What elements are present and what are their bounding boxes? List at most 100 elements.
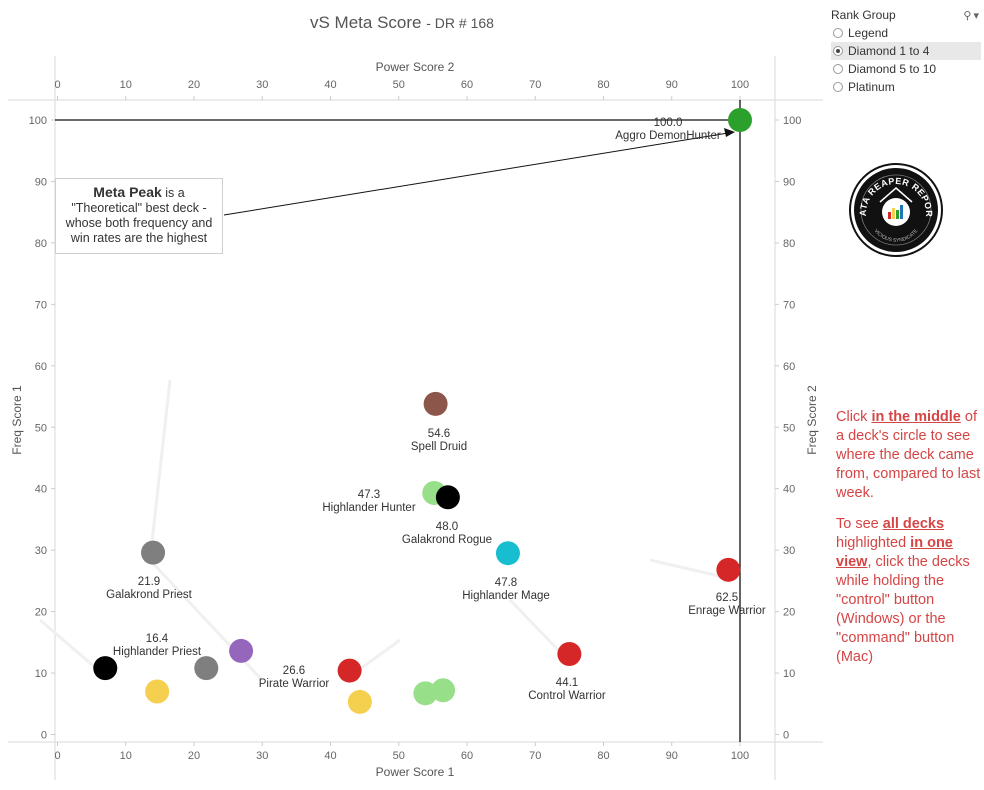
deck-point-4[interactable] <box>495 541 520 566</box>
deck-value-label: 48.0 <box>436 521 458 533</box>
y-tick-label-left: 90 <box>35 176 47 188</box>
y-tick-label-left: 30 <box>35 545 47 557</box>
deck-point-0[interactable] <box>728 108 752 132</box>
deck-point-7[interactable] <box>229 638 254 663</box>
radio-icon[interactable] <box>833 28 843 38</box>
deck-point-10[interactable] <box>557 642 582 667</box>
y-tick-label-right: 50 <box>783 422 795 434</box>
x-tick-label-bottom: 30 <box>256 750 268 762</box>
y-tick-label-right: 60 <box>783 361 795 373</box>
deck-point-1[interactable] <box>423 391 448 416</box>
deck-value-label: 62.5 <box>716 592 738 604</box>
x-tick-label-bottom: 70 <box>529 750 541 762</box>
left-y-axis-title: Freq Score 1 <box>10 385 24 455</box>
deck-point-14[interactable] <box>413 681 438 706</box>
x-tick-label-bottom: 20 <box>188 750 200 762</box>
x-tick-label-top: 50 <box>393 79 405 91</box>
callout-line1: is a <box>161 186 185 200</box>
x-tick-label-bottom: 100 <box>731 750 749 762</box>
deck-name-label: Galakrond Rogue <box>402 534 492 546</box>
deck-name-label: Pirate Warrior <box>259 678 330 690</box>
deck-name-label: Enrage Warrior <box>688 605 766 617</box>
deck-point-11[interactable] <box>337 658 362 683</box>
deck-value-label: 44.1 <box>556 677 578 689</box>
callout-line4: win rates are the highest <box>70 231 208 245</box>
meta-peak-callout: Meta Peak is a "Theoretical" best deck -… <box>55 178 223 254</box>
y-tick-label-right: 20 <box>783 607 795 619</box>
y-tick-label-right: 90 <box>783 176 795 188</box>
deck-value-label: 16.4 <box>146 633 169 645</box>
movement-trail <box>649 558 729 580</box>
deck-name-label: Highlander Hunter <box>322 502 416 514</box>
x-tick-label-top: 100 <box>731 79 749 91</box>
rank-option-0[interactable]: Legend <box>831 24 981 42</box>
deck-point-8[interactable] <box>194 656 219 681</box>
instructions-panel: Click in the middle of a deck's circle t… <box>836 408 981 679</box>
x-tick-label-top: 20 <box>188 79 200 91</box>
rank-group-filter: Rank Group ⚲▾ Legend Diamond 1 to 4 Diamon… <box>831 6 981 96</box>
y-tick-label-right: 80 <box>783 238 795 250</box>
deck-name-label: Highlander Mage <box>462 590 550 602</box>
deck-point-3[interactable] <box>435 485 460 510</box>
radio-icon[interactable] <box>833 82 843 92</box>
chart-title: vS Meta Score - DR # 168 <box>310 13 494 32</box>
movement-trail <box>39 618 105 677</box>
x-tick-label-bottom: 10 <box>120 750 132 762</box>
deck-point-13[interactable] <box>347 689 372 714</box>
callout-line2: "Theoretical" best deck - <box>71 201 207 215</box>
deck-point-9[interactable] <box>93 656 118 681</box>
deck-name-label: Aggro DemonHunter <box>615 130 721 142</box>
data-reaper-logo-icon: DATA REAPER REPORT VICIOUS SYNDICATE <box>848 162 943 257</box>
radio-icon[interactable] <box>833 46 843 56</box>
deck-value-label: 26.6 <box>283 665 305 677</box>
y-tick-label-left: 80 <box>35 238 47 250</box>
instructions-highlight: To see all decks highlighted in one view… <box>836 516 970 665</box>
rank-option-3[interactable]: Platinum <box>831 78 981 96</box>
deck-name-label: Highlander Priest <box>113 646 202 658</box>
x-tick-label-bottom: 60 <box>461 750 473 762</box>
right-y-axis-title: Freq Score 2 <box>805 385 819 455</box>
y-tick-label-right: 70 <box>783 299 795 311</box>
x-tick-label-top: 70 <box>529 79 541 91</box>
y-tick-label-left: 100 <box>29 115 47 127</box>
instructions-click: Click in the middle of a deck's circle t… <box>836 409 981 501</box>
radio-icon[interactable] <box>833 64 843 74</box>
y-tick-label-left: 60 <box>35 361 47 373</box>
x-tick-label-bottom: 80 <box>597 750 609 762</box>
y-tick-label-right: 10 <box>783 668 795 680</box>
filter-menu-icon[interactable]: ⚲▾ <box>963 9 981 22</box>
x-tick-label-bottom: 40 <box>324 750 336 762</box>
deck-name-label: Control Warrior <box>528 690 606 702</box>
callout-line3: whose both frequency and <box>65 216 213 230</box>
deck-value-label: 54.6 <box>428 428 450 440</box>
filter-title: Rank Group <box>831 8 896 22</box>
x-tick-label-top: 30 <box>256 79 268 91</box>
x-tick-label-top: 0 <box>54 79 60 91</box>
callout-arrow-line <box>223 132 729 216</box>
x-tick-label-top: 80 <box>597 79 609 91</box>
x-tick-label-top: 90 <box>666 79 678 91</box>
y-tick-label-left: 20 <box>35 607 47 619</box>
bottom-x-axis-title: Power Score 1 <box>376 765 455 779</box>
x-tick-label-top: 10 <box>120 79 132 91</box>
deck-value-label: 47.3 <box>358 489 380 501</box>
callout-arrowhead <box>724 128 735 137</box>
deck-point-15[interactable] <box>431 678 456 703</box>
deck-point-12[interactable] <box>145 679 170 704</box>
x-tick-label-bottom: 50 <box>393 750 405 762</box>
x-tick-label-top: 40 <box>324 79 336 91</box>
y-tick-label-left: 0 <box>41 730 47 742</box>
x-tick-label-bottom: 90 <box>666 750 678 762</box>
deck-value-label: 47.8 <box>495 577 517 589</box>
rank-option-label: Platinum <box>848 80 895 94</box>
deck-point-6[interactable] <box>716 557 741 582</box>
movement-trail <box>148 379 172 561</box>
deck-value-label: 100.0 <box>654 117 683 129</box>
rank-option-1[interactable]: Diamond 1 to 4 <box>831 42 981 60</box>
rank-option-label: Legend <box>848 26 889 40</box>
y-tick-label-left: 50 <box>35 422 47 434</box>
y-tick-label-right: 40 <box>783 484 795 496</box>
deck-point-5[interactable] <box>141 540 166 565</box>
rank-option-2[interactable]: Diamond 5 to 10 <box>831 60 981 78</box>
